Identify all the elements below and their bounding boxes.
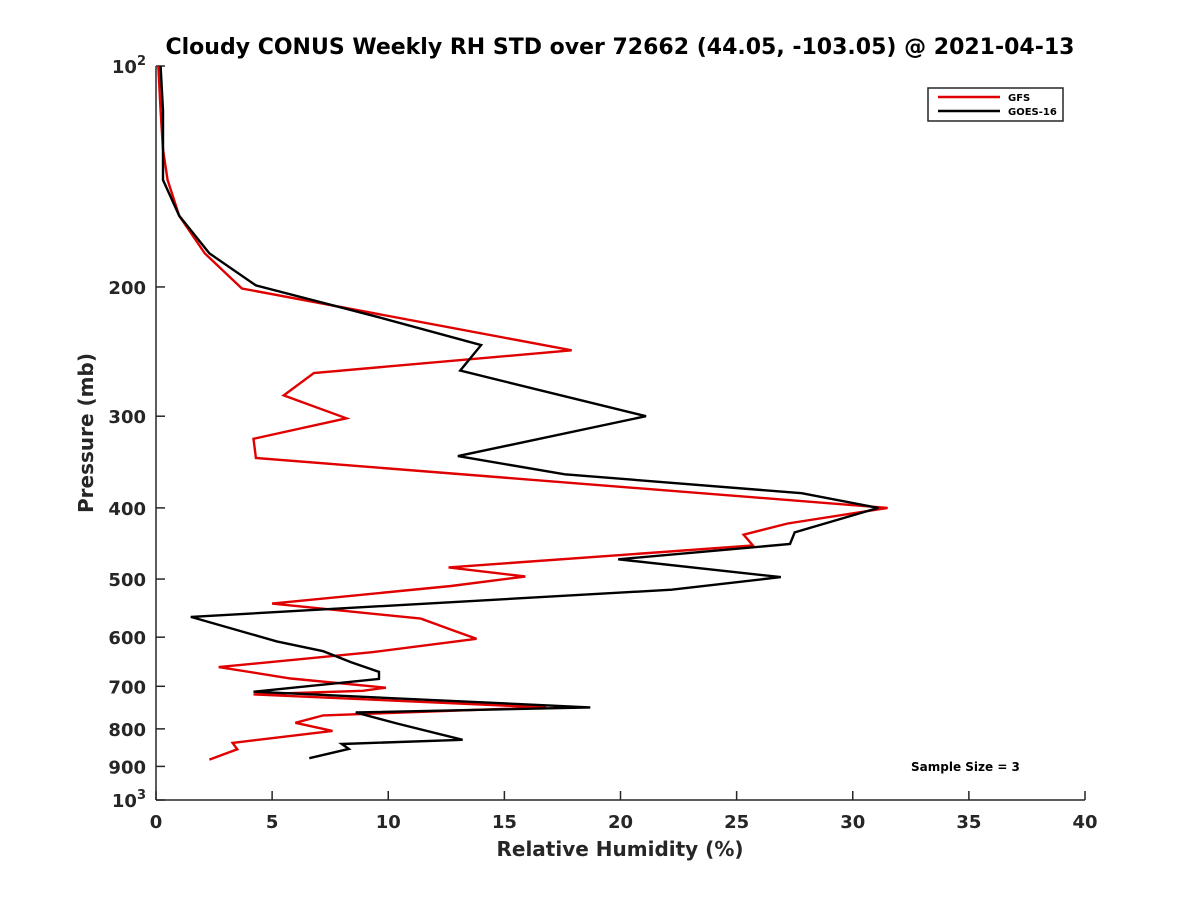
x-tick-label: 0 — [150, 812, 163, 833]
x-tick-label: 30 — [840, 812, 865, 833]
y-tick-label: 800 — [108, 720, 146, 741]
y-tick-label: 600 — [108, 628, 146, 649]
chart-title: Cloudy CONUS Weekly RH STD over 72662 (4… — [166, 35, 1075, 60]
x-tick-label: 10 — [376, 812, 401, 833]
sample-size-annotation: Sample Size = 3 — [911, 760, 1020, 774]
x-tick-label: 20 — [608, 812, 633, 833]
x-tick-label: 15 — [492, 812, 517, 833]
y-tick-label: 102 — [112, 54, 146, 78]
x-tick-label: 25 — [724, 812, 749, 833]
y-tick-label: 200 — [108, 278, 146, 299]
y-axis-label: Pressure (mb) — [74, 353, 98, 513]
plot-area: 0 5 10 15 20 25 30 35 40 102 200 300 400 500 600 700 800… — [108, 54, 1097, 833]
series-line-goes-16 — [159, 65, 879, 760]
legend-entry: GOES-16 — [1008, 107, 1057, 118]
x-tick-label: 40 — [1072, 812, 1097, 833]
x-axis-label: Relative Humidity (%) — [496, 837, 743, 861]
y-tick-label: 500 — [108, 570, 146, 591]
y-tick-label: 900 — [108, 757, 146, 778]
y-tick-label: 700 — [108, 677, 146, 698]
legend-box — [927, 87, 1064, 122]
y-tick-label: 300 — [108, 407, 146, 428]
legend-entry: GFS — [1008, 93, 1030, 104]
y-tick-label: 400 — [108, 499, 146, 520]
y-tick-label: 103 — [112, 788, 146, 812]
x-tick-label: 5 — [266, 812, 279, 833]
x-tick-label: 35 — [956, 812, 981, 833]
